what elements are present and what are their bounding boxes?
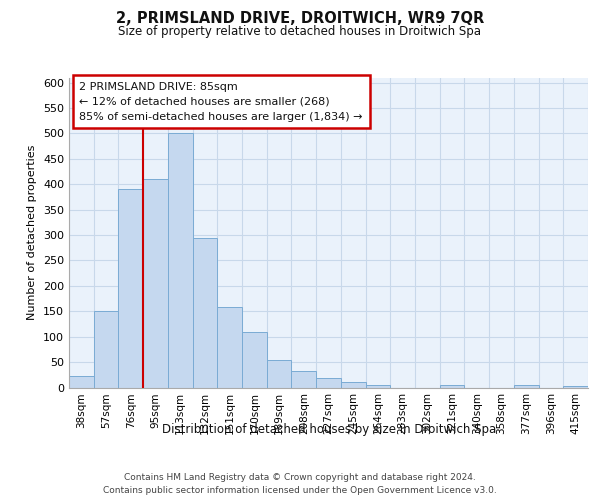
Bar: [143, 179, 168, 388]
Bar: [94, 312, 118, 388]
Bar: [292, 370, 316, 388]
Bar: [217, 307, 242, 388]
Bar: [267, 360, 292, 388]
Bar: [242, 332, 267, 388]
Bar: [69, 376, 94, 388]
Bar: [118, 190, 143, 388]
Text: Contains public sector information licensed under the Open Government Licence v3: Contains public sector information licen…: [103, 486, 497, 495]
Y-axis label: Number of detached properties: Number of detached properties: [28, 145, 37, 320]
Bar: [193, 238, 217, 388]
Text: Size of property relative to detached houses in Droitwich Spa: Size of property relative to detached ho…: [119, 25, 482, 38]
Text: 2, PRIMSLAND DRIVE, DROITWICH, WR9 7QR: 2, PRIMSLAND DRIVE, DROITWICH, WR9 7QR: [116, 11, 484, 26]
Bar: [316, 378, 341, 388]
Bar: [440, 385, 464, 388]
Bar: [168, 134, 193, 388]
Text: Contains HM Land Registry data © Crown copyright and database right 2024.: Contains HM Land Registry data © Crown c…: [124, 472, 476, 482]
Bar: [563, 386, 588, 388]
Bar: [341, 382, 365, 388]
Bar: [365, 385, 390, 388]
Text: Distribution of detached houses by size in Droitwich Spa: Distribution of detached houses by size …: [161, 422, 496, 436]
Bar: [514, 385, 539, 388]
Text: 2 PRIMSLAND DRIVE: 85sqm
← 12% of detached houses are smaller (268)
85% of semi-: 2 PRIMSLAND DRIVE: 85sqm ← 12% of detach…: [79, 82, 363, 122]
